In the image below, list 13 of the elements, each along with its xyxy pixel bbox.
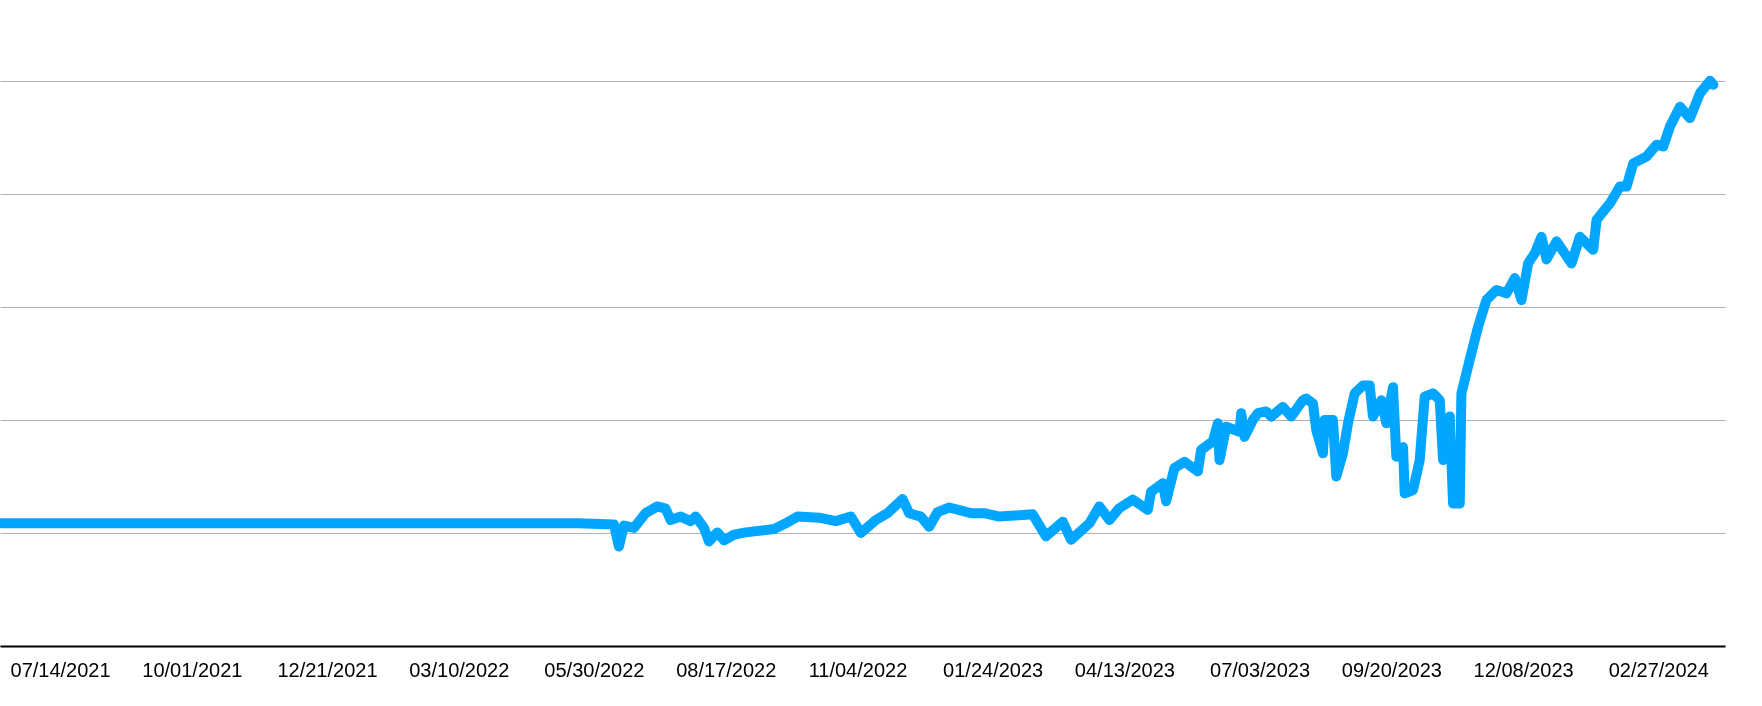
x-tick-label: 02/27/2024	[1608, 658, 1709, 681]
x-tick-label: 12/21/2021	[277, 658, 378, 681]
x-tick-label: 07/03/2023	[1210, 658, 1311, 681]
x-tick-label: 08/17/2022	[676, 658, 777, 681]
x-tick-label: 09/20/2023	[1341, 658, 1442, 681]
x-tick-label: 07/14/2021	[10, 658, 111, 681]
x-tick-label: 04/13/2023	[1074, 658, 1175, 681]
x-tick-label: 03/10/2022	[409, 658, 510, 681]
x-tick-label: 11/04/2022	[808, 658, 908, 681]
x-tick-label: 10/01/2021	[142, 658, 243, 681]
x-tick-label: 12/08/2023	[1473, 658, 1574, 681]
x-tick-label: 05/30/2022	[544, 658, 645, 681]
x-tick-label: 01/24/2023	[943, 658, 1044, 681]
